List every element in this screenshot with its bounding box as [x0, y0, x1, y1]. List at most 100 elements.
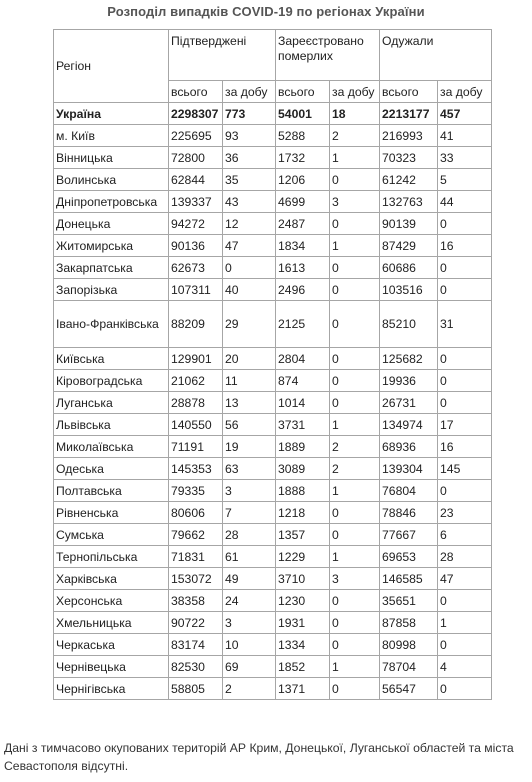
cell-recovered-total: 132763	[379, 190, 439, 213]
cell-region: Запорізька	[53, 278, 169, 301]
cell-region: Львівська	[53, 413, 169, 436]
cell-confirmed-daily: 12	[221, 212, 277, 235]
cell-deaths-daily: 0	[329, 278, 381, 301]
cell-deaths-total: 3731	[275, 413, 331, 436]
cell-deaths-daily: 18	[329, 102, 381, 125]
cell-recovered-daily: 1	[437, 611, 493, 634]
cell-confirmed-total: 80606	[168, 501, 223, 524]
cell-region: Полтавська	[53, 479, 169, 502]
cell-recovered-total: 70323	[379, 146, 439, 169]
cell-recovered-daily: 0	[437, 212, 493, 235]
cell-deaths-total: 54001	[275, 102, 331, 125]
cell-deaths-daily: 1	[329, 545, 381, 568]
cell-recovered-total: 56547	[379, 677, 439, 700]
cell-confirmed-daily: 61	[221, 545, 277, 568]
cell-confirmed-daily: 49	[221, 567, 277, 590]
cell-deaths-total: 2496	[275, 278, 331, 301]
cell-confirmed-total: 225695	[168, 124, 223, 147]
cell-confirmed-daily: 13	[221, 391, 277, 414]
cell-region: Харківська	[53, 567, 169, 590]
cell-recovered-daily: 6	[437, 523, 493, 546]
cell-recovered-total: 68936	[379, 435, 439, 458]
cell-recovered-total: 139304	[379, 457, 439, 480]
cell-confirmed-daily: 93	[221, 124, 277, 147]
cell-deaths-total: 1834	[275, 234, 331, 257]
cell-confirmed-daily: 35	[221, 168, 277, 191]
cell-recovered-daily: 0	[437, 347, 493, 370]
cell-deaths-daily: 0	[329, 300, 381, 348]
cell-recovered-daily: 47	[437, 567, 493, 590]
table-row: Харківська 153072 49 3710 3 146585 47	[53, 567, 493, 590]
cell-deaths-daily: 0	[329, 501, 381, 524]
cell-recovered-daily: 44	[437, 190, 493, 213]
cell-deaths-total: 1852	[275, 655, 331, 678]
table-row: Вінницька 72800 36 1732 1 70323 33	[53, 146, 493, 169]
cell-recovered-total: 61242	[379, 168, 439, 191]
cell-recovered-total: 134974	[379, 413, 439, 436]
cell-recovered-daily: 23	[437, 501, 493, 524]
cell-recovered-daily: 5	[437, 168, 493, 191]
subheader-confirmed-daily: за добу	[221, 80, 277, 103]
cell-recovered-total: 60686	[379, 256, 439, 279]
cell-confirmed-total: 140550	[168, 413, 223, 436]
cell-deaths-daily: 0	[329, 523, 381, 546]
table-row: Одеська 145353 63 3089 2 139304 145	[53, 457, 493, 480]
header-recovered: Одужали	[379, 29, 493, 81]
cell-recovered-total: 146585	[379, 567, 439, 590]
cell-confirmed-daily: 56	[221, 413, 277, 436]
cell-confirmed-total: 38358	[168, 589, 223, 612]
cell-confirmed-daily: 2	[221, 677, 277, 700]
cell-confirmed-daily: 20	[221, 347, 277, 370]
cell-recovered-total: 90139	[379, 212, 439, 235]
table-row: Дніпропетровська 139337 43 4699 3 132763 44	[53, 190, 493, 213]
cell-recovered-daily: 16	[437, 435, 493, 458]
cell-recovered-total: 69653	[379, 545, 439, 568]
cell-deaths-daily: 1	[329, 413, 381, 436]
table-row: Івано-Франківська 88209 29 2125 0 85210 31	[53, 300, 493, 348]
cell-deaths-total: 2804	[275, 347, 331, 370]
cell-confirmed-daily: 3	[221, 479, 277, 502]
table-row: Україна 2298307 773 54001 18 2213177 457	[53, 102, 493, 125]
table-row: м. Київ 225695 93 5288 2 216993 41	[53, 124, 493, 147]
cell-region: Житомирська	[53, 234, 169, 257]
cell-deaths-total: 1931	[275, 611, 331, 634]
cell-confirmed-total: 28878	[168, 391, 223, 414]
cell-recovered-daily: 28	[437, 545, 493, 568]
cell-region: Кіровоградська	[53, 369, 169, 392]
cell-deaths-daily: 0	[329, 347, 381, 370]
cell-recovered-daily: 0	[437, 391, 493, 414]
cell-region: Дніпропетровська	[53, 190, 169, 213]
cell-recovered-daily: 0	[437, 369, 493, 392]
table-row: Чернігівська 58805 2 1371 0 56547 0	[53, 677, 493, 700]
cell-confirmed-total: 79335	[168, 479, 223, 502]
cell-deaths-total: 1732	[275, 146, 331, 169]
cell-recovered-daily: 17	[437, 413, 493, 436]
table-row: Донецька 94272 12 2487 0 90139 0	[53, 212, 493, 235]
cell-deaths-total: 1230	[275, 589, 331, 612]
page-title: Розподіл випадків COVID-19 по регіонах У…	[107, 4, 425, 19]
subheader-deaths-daily: за добу	[329, 80, 381, 103]
footnote: Дані з тимчасово окупованих територій АР…	[4, 741, 514, 773]
cell-confirmed-daily: 40	[221, 278, 277, 301]
table-row: Київська 129901 20 2804 0 125682 0	[53, 347, 493, 370]
table-row: Волинська 62844 35 1206 0 61242 5	[53, 168, 493, 191]
cell-confirmed-daily: 773	[221, 102, 277, 125]
cell-confirmed-daily: 43	[221, 190, 277, 213]
cell-region: Херсонська	[53, 589, 169, 612]
cell-confirmed-daily: 69	[221, 655, 277, 678]
cell-deaths-daily: 0	[329, 369, 381, 392]
cell-confirmed-daily: 0	[221, 256, 277, 279]
cell-recovered-daily: 31	[437, 300, 493, 348]
table-row: Полтавська 79335 3 1888 1 76804 0	[53, 479, 493, 502]
cell-confirmed-total: 90722	[168, 611, 223, 634]
cell-deaths-total: 1014	[275, 391, 331, 414]
cell-confirmed-total: 153072	[168, 567, 223, 590]
cell-deaths-daily: 1	[329, 479, 381, 502]
cell-confirmed-total: 2298307	[168, 102, 223, 125]
cell-recovered-daily: 16	[437, 234, 493, 257]
table-row: Черкаська 83174 10 1334 0 80998 0	[53, 633, 493, 656]
cell-recovered-daily: 0	[437, 677, 493, 700]
cell-recovered-daily: 0	[437, 479, 493, 502]
cell-deaths-daily: 2	[329, 435, 381, 458]
cell-confirmed-daily: 10	[221, 633, 277, 656]
